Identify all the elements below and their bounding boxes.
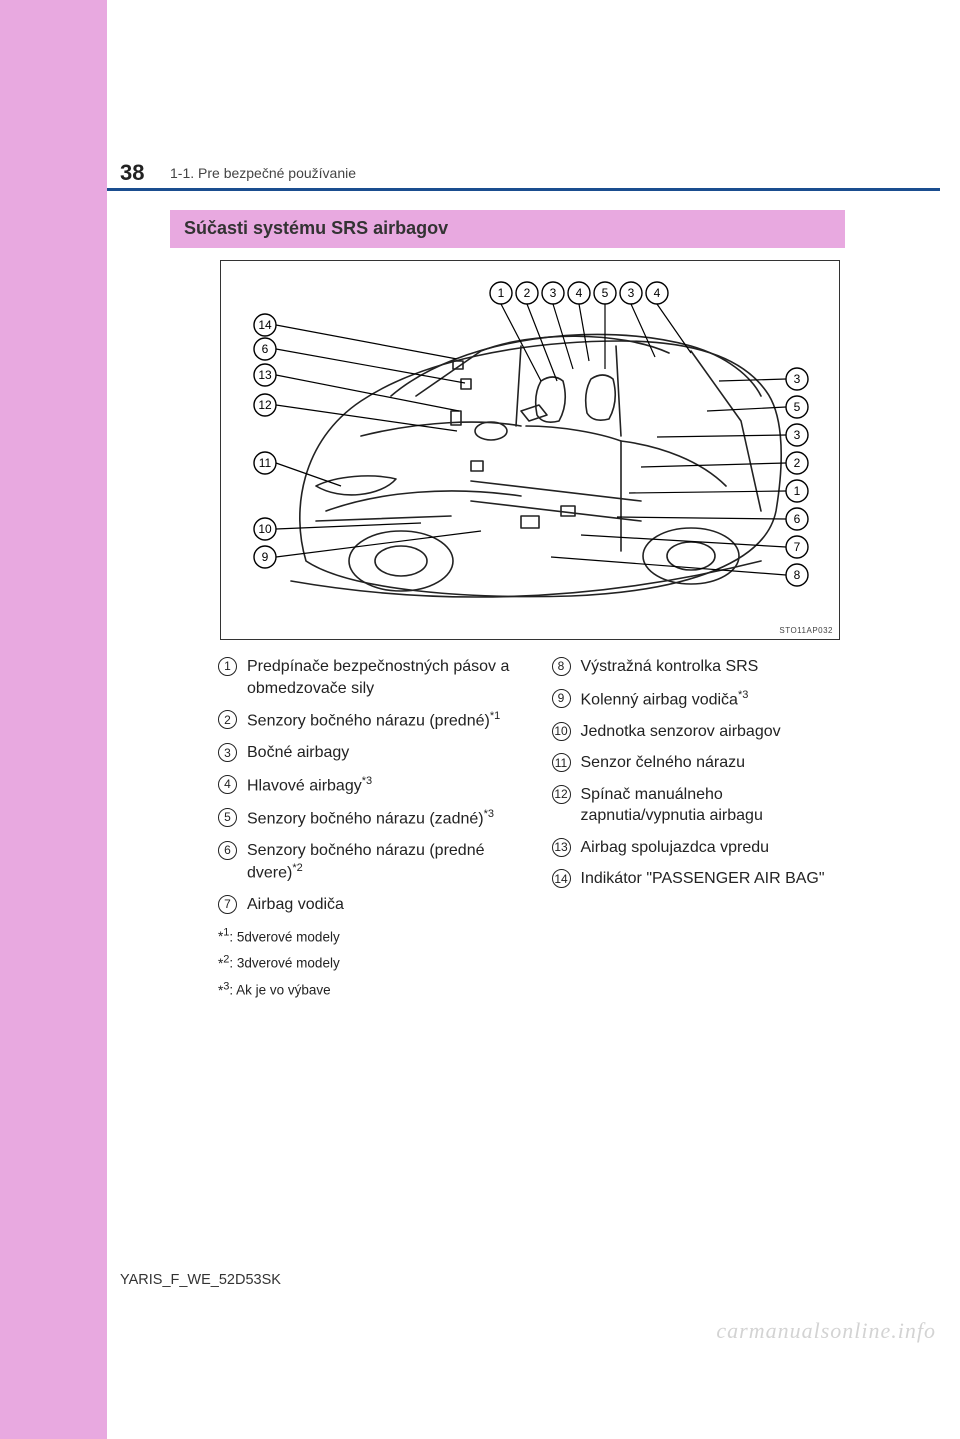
legend-item-number: 4: [218, 775, 237, 794]
diagram-callout-number: 5: [794, 400, 801, 414]
diagram-callout-number: 1: [498, 286, 505, 300]
legend-item-number: 14: [552, 869, 571, 888]
legend-item: 3 Bočné airbagy: [218, 742, 512, 764]
diagram-callout-number: 2: [524, 286, 531, 300]
legend-item: 10 Jednotka senzorov airbagov: [552, 721, 846, 743]
legend-item: 5 Senzory bočného nárazu (zadné)*3: [218, 807, 512, 830]
legend-item-number: 11: [552, 753, 571, 772]
header-rule: [107, 188, 940, 191]
legend-item-number: 6: [218, 841, 237, 860]
diagram-callout-number: 14: [258, 318, 272, 332]
legend-item-text: Senzory bočného nárazu (predné dvere)*2: [247, 840, 512, 885]
legend-item-text: Airbag spolujazdca vpredu: [581, 837, 846, 859]
legend-item-text: Spínač manuálneho zapnutia/vypnutia airb…: [581, 784, 846, 827]
diagram-callout-number: 5: [602, 286, 609, 300]
document-code: YARIS_F_WE_52D53SK: [120, 1272, 281, 1288]
legend-item-text: Predpínače bezpečnostných pásov a obmedz…: [247, 656, 512, 699]
legend-item-text: Jednotka senzorov airbagov: [581, 721, 846, 743]
diagram-callout-number: 2: [794, 456, 801, 470]
legend-item-number: 9: [552, 689, 571, 708]
footnote-mark: *3: [218, 983, 229, 998]
diagram-callout-number: 11: [259, 456, 272, 470]
legend-item-superscript: *3: [484, 808, 494, 820]
legend-item-number: 5: [218, 808, 237, 827]
diagram-callout-number: 10: [258, 522, 272, 536]
diagram-callout-number: 4: [654, 286, 661, 300]
footnote-mark: *2: [218, 956, 229, 971]
diagram-callout-number: 3: [550, 286, 557, 300]
footnote-text: : 3dverové modely: [229, 956, 339, 971]
footnote-text: : 5dverové modely: [229, 929, 339, 944]
legend-item: 6 Senzory bočného nárazu (predné dvere)*2: [218, 840, 512, 885]
legend-columns: 1 Predpínače bezpečnostných pásov a obmed…: [218, 656, 845, 1006]
diagram-code: STO11AP032: [779, 626, 833, 635]
legend-item: 8 Výstražná kontrolka SRS: [552, 656, 846, 678]
legend-item-text: Hlavové airbagy*3: [247, 774, 512, 797]
footnote-mark: *1: [218, 929, 229, 944]
section-title-bar: Súčasti systému SRS airbagov: [170, 210, 845, 248]
legend-item-text: Senzory bočného nárazu (predné)*1: [247, 709, 512, 732]
watermark: carmanualsonline.info: [716, 1318, 936, 1344]
diagram-callout-number: 6: [262, 342, 269, 356]
section-header: 1-1. Pre bezpečné používanie: [170, 165, 356, 181]
legend-item-text: Kolenný airbag vodiča*3: [581, 688, 846, 711]
legend-item-number: 7: [218, 895, 237, 914]
legend-item: 7 Airbag vodiča: [218, 894, 512, 916]
legend-item: 12 Spínač manuálneho zapnutia/vypnutia ai…: [552, 784, 846, 827]
legend-item-superscript: *2: [292, 862, 302, 874]
legend-item-superscript: *3: [362, 775, 372, 787]
footnote: *3: Ak je vo výbave: [218, 979, 512, 1000]
footnotes: *1: 5dverové modely*2: 3dverové modely*3…: [218, 926, 512, 1000]
diagram-callout-number: 13: [258, 368, 272, 382]
diagram-callout-number: 8: [794, 568, 801, 582]
diagram-callout-number: 6: [794, 512, 801, 526]
legend-item-text: Bočné airbagy: [247, 742, 512, 764]
legend-item-superscript: *3: [738, 689, 748, 701]
legend-item: 11 Senzor čelného nárazu: [552, 752, 846, 774]
legend-item-text: Senzory bočného nárazu (zadné)*3: [247, 807, 512, 830]
diagram-callout-number: 3: [794, 428, 801, 442]
legend-item: 2 Senzory bočného nárazu (predné)*1: [218, 709, 512, 732]
diagram-callout-number: 4: [576, 286, 583, 300]
chapter-tab: [0, 0, 107, 1439]
legend-item-text: Výstražná kontrolka SRS: [581, 656, 846, 678]
legend-item-number: 2: [218, 710, 237, 729]
legend-item-text: Senzor čelného nárazu: [581, 752, 846, 774]
legend-item: 4 Hlavové airbagy*3: [218, 774, 512, 797]
legend-left-column: 1 Predpínače bezpečnostných pásov a obmed…: [218, 656, 512, 1006]
diagram-callout-number: 3: [794, 372, 801, 386]
legend-item-number: 13: [552, 838, 571, 857]
legend-item: 13 Airbag spolujazdca vpredu: [552, 837, 846, 859]
section-title: Súčasti systému SRS airbagov: [184, 218, 448, 238]
legend-item-number: 8: [552, 657, 571, 676]
legend-item-text: Airbag vodiča: [247, 894, 512, 916]
diagram-callout-number: 9: [262, 550, 269, 564]
legend-right-column: 8 Výstražná kontrolka SRS 9 Kolenný airbag …: [552, 656, 846, 1006]
footnote: *2: 3dverové modely: [218, 952, 512, 973]
diagram-callout-number: 12: [258, 398, 272, 412]
diagram-callout-number: 3: [628, 286, 635, 300]
footnote-text: : Ak je vo výbave: [229, 983, 330, 998]
legend-item: 9 Kolenný airbag vodiča*3: [552, 688, 846, 711]
legend-item-text: Indikátor "PASSENGER AIR BAG": [581, 868, 846, 890]
legend-item-number: 1: [218, 657, 237, 676]
footnote: *1: 5dverové modely: [218, 926, 512, 947]
diagram-callout-number: 1: [794, 484, 801, 498]
legend-item-number: 10: [552, 722, 571, 741]
legend-item-number: 12: [552, 785, 571, 804]
legend-item: 14 Indikátor "PASSENGER AIR BAG": [552, 868, 846, 890]
airbag-diagram: 123453414613121110935321678 STO11AP032: [220, 260, 840, 640]
legend-item-number: 3: [218, 743, 237, 762]
diagram-callout-number: 7: [794, 540, 801, 554]
page-number: 38: [120, 160, 144, 186]
airbag-diagram-svg: 123453414613121110935321678: [221, 261, 841, 641]
legend-item: 1 Predpínače bezpečnostných pásov a obmed…: [218, 656, 512, 699]
legend-item-superscript: *1: [490, 710, 500, 722]
